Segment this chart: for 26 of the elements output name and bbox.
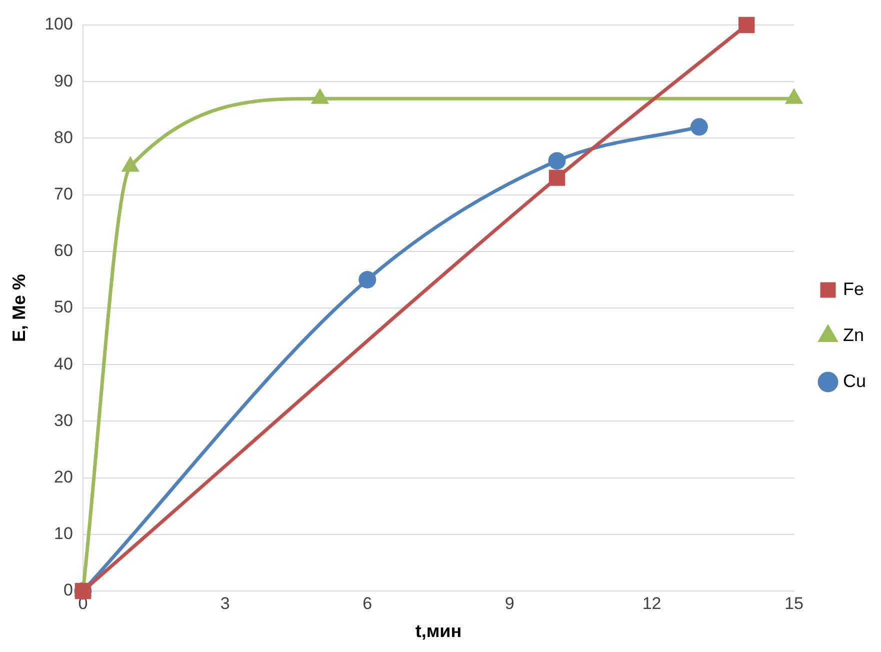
legend-label: Cu <box>842 370 866 391</box>
x-tick-label: 9 <box>504 594 514 613</box>
y-tick-label: 60 <box>54 241 73 260</box>
y-tick-label: 10 <box>54 524 73 544</box>
y-tick-label: 80 <box>54 128 73 147</box>
legend-label: Zn <box>842 324 864 345</box>
y-axis-title: E, Me % <box>8 274 29 342</box>
y-tick-label: 100 <box>44 14 73 34</box>
point <box>738 16 755 34</box>
y-tick-label: 30 <box>54 410 73 430</box>
y-tick-label: 20 <box>54 467 73 486</box>
x-tick-label: 3 <box>220 594 230 613</box>
y-tick-label: 50 <box>54 298 73 317</box>
x-tick-label: 6 <box>362 594 372 613</box>
x-tick-label: 12 <box>642 594 662 613</box>
x-tick-label: 15 <box>784 594 804 613</box>
point <box>548 170 566 186</box>
point <box>690 118 708 136</box>
y-tick-label: 0 <box>63 580 73 600</box>
point <box>548 152 566 170</box>
point <box>358 270 376 288</box>
y-tick-label: 90 <box>54 71 73 90</box>
legend-label: Fe <box>842 278 864 299</box>
x-axis-title: t,мин <box>415 621 462 642</box>
y-tick-label: 70 <box>54 184 73 204</box>
y-tick-label: 40 <box>54 354 73 374</box>
